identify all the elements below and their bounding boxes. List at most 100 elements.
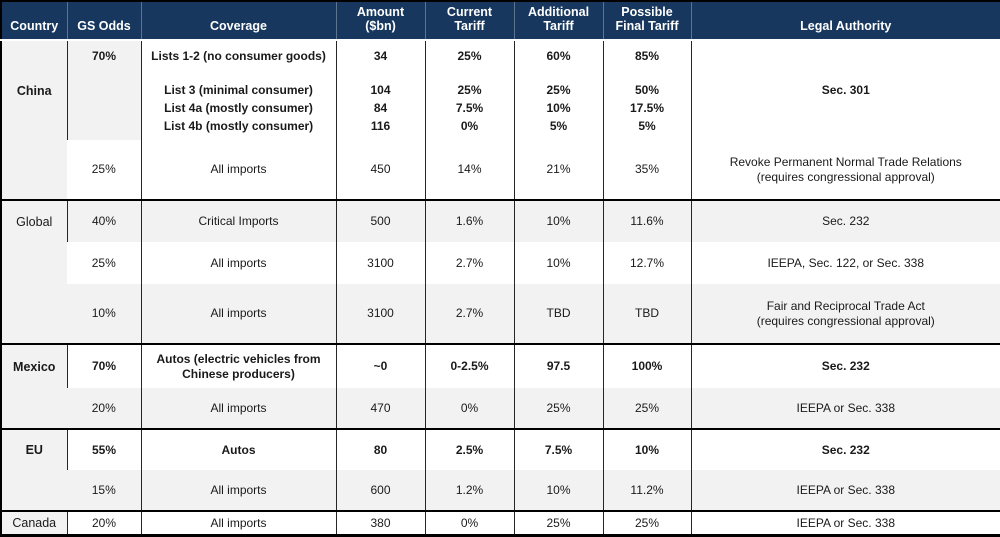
gs-odds-cell: 25% (91, 162, 116, 176)
additional-tariff-cell: 10% (513, 242, 603, 284)
coverage-cell: All imports (140, 140, 336, 200)
current-tariff-cell: 2.7% (424, 284, 514, 344)
additional-tariff-cell: 25% (513, 510, 603, 536)
gs-odds-cell: 70% (66, 343, 141, 388)
cell-line: 25% (457, 83, 482, 97)
gs-odds-cell: 20% (66, 510, 141, 536)
col-header-legal-authority: Legal Authority (691, 1, 1000, 41)
legal-authority-cell: Sec. 301 (690, 40, 1000, 140)
coverage-cell: All imports (140, 284, 336, 344)
final-tariff-cell: 12.7% (602, 242, 691, 284)
final-tariff-cell: 11.6% (602, 199, 691, 242)
additional-tariff-cell: 21% (513, 140, 603, 200)
col-header-gs-odds: GS Odds (67, 1, 142, 41)
final-tariff-cell: 25% (602, 510, 691, 536)
final-tariff-cell: 100% (602, 343, 691, 388)
legal-authority-cell: IEEPA, Sec. 122, or Sec. 338 (690, 242, 1000, 284)
country-cell: Canada (1, 510, 67, 536)
final-tariff-cell: 11.2% (602, 470, 691, 511)
header-row: Country GS Odds Coverage Amount ($bn) Curren… (1, 1, 1000, 41)
country-label: China (16, 83, 52, 98)
additional-tariff-cell: 10% (513, 470, 603, 511)
cell-line: 104 (370, 83, 391, 97)
coverage-cell: Autos (electric vehicles from Chinese pr… (140, 343, 336, 388)
gs-odds-cell: 55% (66, 428, 141, 470)
table-row: 20% All imports 470 0% 25% 25% IEEPA or Sec. 3… (1, 388, 1000, 429)
final-tariff-cell: 35% (602, 140, 691, 200)
table-row: Canada 20% All imports 380 0% 25% 25% IEEPA or … (1, 510, 1000, 536)
amount-cell: 80 (335, 428, 425, 470)
table-row: EU 55% Autos 80 2.5% 7.5% 10% Sec. 232 (1, 428, 1000, 511)
final-tariff-cell: 10% (602, 428, 691, 470)
coverage-cell: Lists 1-2 (no consumer goods) List 3 (min… (140, 40, 336, 140)
cell-line: List 3 (minimal consumer) (164, 83, 313, 97)
final-tariff-cell: TBD (602, 284, 691, 344)
col-header-current-tariff: Current Tariff (425, 1, 515, 41)
cell-line: 25% (546, 83, 571, 97)
country-cell: EU (1, 428, 67, 511)
gs-odds-cell: 20% (67, 388, 141, 429)
additional-tariff-cell: 97.5 (513, 343, 603, 388)
gs-odds-cell: 70% (66, 40, 141, 140)
table-row: 15% All imports 600 1.2% 10% 11.2% IEEPA or Se… (1, 470, 1000, 511)
current-tariff-cell: 0-2.5% (424, 343, 514, 388)
amount-cell: ~0 (335, 343, 425, 388)
table-row: Mexico 70% Autos (electric vehicles from C… (1, 343, 1000, 429)
cell-line: 50% (634, 83, 660, 97)
additional-tariff-cell: 7.5% (513, 428, 603, 470)
cell-line: 17.5% (629, 101, 665, 115)
coverage-cell: Critical Imports (140, 199, 336, 242)
country-label: EU (25, 443, 43, 457)
amount-cell: 450 (335, 140, 425, 200)
legal-authority-cell: Sec. 232 (690, 199, 1000, 242)
coverage-cell: All imports (140, 242, 336, 284)
current-tariff-cell: 1.6% (424, 199, 514, 242)
amount-cell: 3100 (335, 242, 425, 284)
table-row: Global 40% Critical Imports 500 1.6% 10% 11.6%… (1, 199, 1000, 344)
legal-authority-cell: Sec. 232 (690, 428, 1000, 470)
cell-line: 85% (634, 49, 660, 63)
country-cell: China (1, 40, 67, 200)
country-cell: Global (1, 199, 67, 344)
table-body: China 70% Lists 1-2 (no consumer goods) Lis… (1, 40, 1000, 536)
coverage-cell: All imports (140, 510, 336, 536)
amount-cell: 470 (335, 388, 425, 429)
cell-line: 5% (549, 119, 568, 133)
additional-tariff-cell: 60% 25% 10% 5% (513, 40, 603, 140)
cell-line: 0% (460, 119, 479, 133)
final-tariff-cell: 25% (602, 388, 691, 429)
table-row: 25% All imports 3100 2.7% 10% 12.7% IEEPA, Sec… (1, 242, 1000, 284)
legal-authority-cell: IEEPA or Sec. 338 (690, 470, 1000, 511)
cell-line: 116 (370, 119, 391, 133)
country-cell: Mexico (1, 343, 67, 429)
country-label: Mexico (13, 359, 56, 374)
cell-line: 60% (546, 49, 571, 63)
amount-cell: 380 (335, 510, 425, 536)
current-tariff-cell: 1.2% (424, 470, 514, 511)
table-row: 10% All imports 3100 2.7% TBD TBD Fair and Rec… (1, 284, 1000, 344)
cell-line: 70% (91, 49, 117, 63)
amount-cell: 3100 (335, 284, 425, 344)
coverage-cell: Autos (140, 428, 336, 470)
col-header-additional-tariff: Additional Tariff (514, 1, 604, 41)
amount-cell: 600 (335, 470, 425, 511)
coverage-cell: All imports (140, 388, 336, 429)
legal-authority-cell: Fair and Reciprocal Trade Act (requires … (690, 284, 1000, 344)
additional-tariff-cell: TBD (513, 284, 603, 344)
final-tariff-cell: 85% 50% 17.5% 5% (602, 40, 691, 140)
col-header-possible-final-tariff: Possible Final Tariff (603, 1, 692, 41)
cell-line: 25% (457, 49, 482, 63)
current-tariff-cell: 25% 25% 7.5% 0% (424, 40, 514, 140)
cell-line: List 4b (mostly consumer) (163, 119, 314, 133)
cell-line: 7.5% (455, 101, 484, 115)
legal-authority-cell: Revoke Permanent Normal Trade Relations … (690, 140, 1000, 200)
amount-cell: 500 (335, 199, 425, 242)
cell-line: List 4a (mostly consumer) (164, 101, 313, 115)
current-tariff-cell: 0% (424, 388, 514, 429)
cell-line: Lists 1-2 (no consumer goods) (151, 49, 326, 63)
gs-odds-cell: 40% (66, 199, 141, 242)
legal-authority-cell: IEEPA or Sec. 338 (690, 510, 1000, 536)
legal-authority-cell: IEEPA or Sec. 338 (690, 388, 1000, 429)
cell-line: 5% (638, 119, 656, 133)
